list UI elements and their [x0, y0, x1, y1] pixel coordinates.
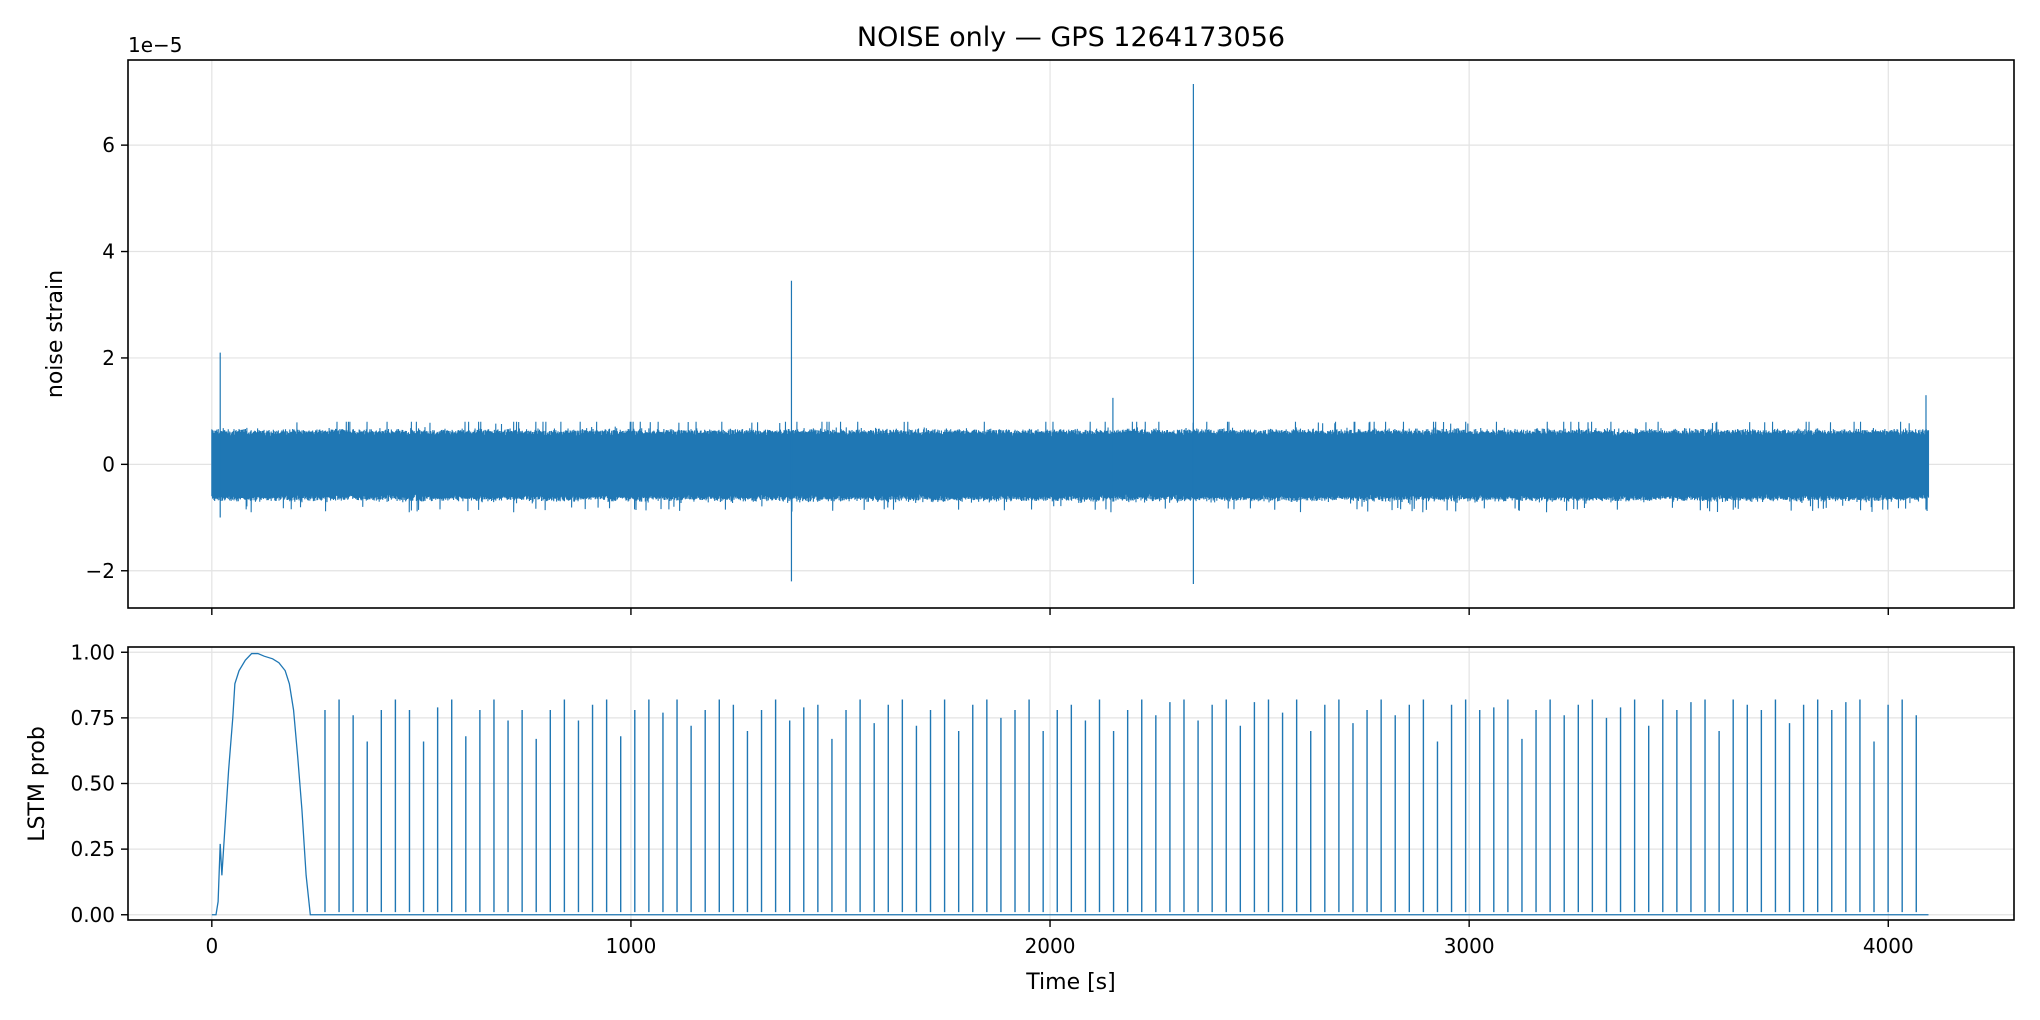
y-tick-label: 1.00: [70, 640, 115, 664]
chart-title: NOISE only — GPS 1264173056: [857, 22, 1285, 53]
y-tick-label: 0.75: [70, 706, 115, 730]
y-tick-label: 0.25: [70, 837, 115, 861]
lstm-prob-curve: [211, 652, 1929, 916]
y-tick-label: −2: [86, 559, 115, 583]
x-tick-label: 1000: [605, 934, 656, 958]
x-tick-label: 3000: [1444, 934, 1495, 958]
y-tick-label: 0: [102, 452, 115, 476]
x-tick-label: 4000: [1863, 934, 1914, 958]
y-tick-label: 2: [102, 346, 115, 370]
lstm-series: [211, 652, 1929, 916]
lstm-ticks: 0 1000 2000 3000 4000 0.00 0.25 0.50 0.75 1.00: [70, 640, 1913, 958]
strain-axes-frame: [127, 59, 2015, 609]
strain-ticks: −2 0 2 4 6: [86, 133, 1889, 615]
x-tick-label: 2000: [1025, 934, 1076, 958]
y-tick-label: 0.00: [70, 903, 115, 927]
noise-strain-line: [211, 421, 1930, 513]
x-tick-label: 0: [205, 934, 218, 958]
y-tick-label: 0.50: [70, 772, 115, 796]
strain-offset-label: 1e−5: [128, 33, 183, 57]
lstm-y-axis-label: LSTM prob: [25, 726, 50, 842]
lstm-panel: 0 1000 2000 3000 4000 0.00 0.25 0.50 0.75 1.00 LS…: [25, 640, 2015, 995]
strain-panel: −2 0 2 4 6 1e−5 noise strain: [43, 33, 2015, 615]
y-tick-label: 6: [102, 133, 115, 157]
strain-series: [211, 83, 1930, 585]
y-tick-label: 4: [102, 240, 115, 264]
strain-y-axis-label: noise strain: [43, 270, 68, 398]
x-axis-label: Time [s]: [1025, 970, 1115, 995]
